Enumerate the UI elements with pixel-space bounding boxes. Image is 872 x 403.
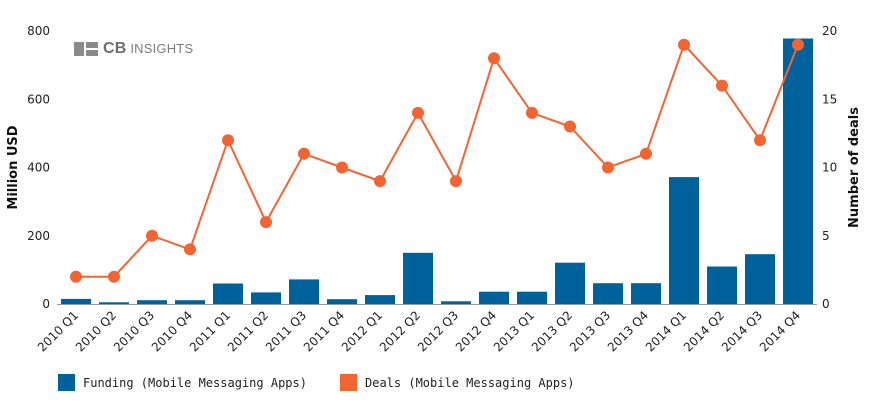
- y-left-tick-label: 600: [27, 92, 50, 106]
- x-tick-label: 2012 Q4: [453, 308, 499, 354]
- funding-bar[interactable]: [327, 299, 357, 304]
- x-tick-label: 2014 Q2: [681, 308, 727, 354]
- logo-text: CB INSIGHTS: [103, 40, 194, 57]
- funding-bar[interactable]: [631, 283, 661, 304]
- x-tick-label: 2010 Q3: [111, 308, 157, 354]
- funding-bar[interactable]: [137, 300, 167, 304]
- funding-bar[interactable]: [441, 301, 471, 304]
- deals-point[interactable]: [640, 147, 652, 160]
- y-left-tick-label: 0: [42, 297, 50, 311]
- funding-bar[interactable]: [365, 295, 395, 304]
- funding-bar[interactable]: [783, 38, 813, 305]
- funding-bar[interactable]: [517, 291, 547, 304]
- funding-bar[interactable]: [745, 254, 775, 304]
- y-right-tick-label: 15: [822, 92, 837, 106]
- y-right-axis-title: Number of deals: [847, 107, 862, 228]
- deals-point[interactable]: [374, 175, 386, 188]
- deals-point[interactable]: [336, 161, 348, 174]
- deals-point[interactable]: [412, 106, 424, 119]
- legend: Funding (Mobile Messaging Apps) Deals (M…: [58, 374, 575, 391]
- deals-point[interactable]: [146, 229, 158, 242]
- x-tick-label: 2011 Q2: [225, 308, 271, 354]
- funding-bar[interactable]: [707, 266, 737, 305]
- legend-swatch-funding: [58, 374, 75, 391]
- deals-point[interactable]: [260, 216, 272, 229]
- x-tick-label: 2013 Q3: [567, 308, 613, 354]
- x-tick-label: 2014 Q4: [757, 308, 803, 354]
- funding-bar[interactable]: [669, 177, 699, 304]
- funding-bar[interactable]: [175, 300, 205, 304]
- funding-bars: [61, 38, 813, 305]
- deals-point[interactable]: [108, 270, 120, 283]
- x-tick-label: 2012 Q3: [415, 308, 461, 354]
- funding-bar[interactable]: [289, 279, 319, 304]
- funding-bar[interactable]: [479, 291, 509, 304]
- funding-bar[interactable]: [61, 298, 91, 304]
- funding-bar[interactable]: [593, 283, 623, 304]
- y-right-tick-label: 20: [822, 24, 837, 38]
- x-tick-label: 2010 Q1: [35, 308, 81, 354]
- x-tick-label: 2013 Q2: [529, 308, 575, 354]
- deals-point[interactable]: [602, 161, 614, 174]
- y-right-tick-label: 5: [822, 229, 830, 243]
- deals-point[interactable]: [488, 52, 500, 65]
- x-tick-label: 2012 Q1: [339, 308, 385, 354]
- deals-point[interactable]: [716, 79, 728, 92]
- x-tick-label: 2011 Q3: [263, 308, 309, 354]
- x-tick-label: 2010 Q4: [149, 308, 195, 354]
- funding-bar[interactable]: [555, 262, 585, 304]
- x-tick-label: 2013 Q4: [605, 308, 651, 354]
- deals-line-series: [70, 38, 804, 283]
- x-tick-label: 2011 Q1: [187, 308, 233, 354]
- deals-point[interactable]: [222, 134, 234, 147]
- deals-point[interactable]: [678, 38, 690, 51]
- y-left-tick-label: 800: [27, 24, 50, 38]
- x-tick-label: 2012 Q2: [377, 308, 423, 354]
- y-right-tick-label: 10: [822, 161, 837, 175]
- x-tick-label: 2014 Q3: [719, 308, 765, 354]
- y-left-tick-label: 400: [27, 161, 50, 175]
- deals-point[interactable]: [792, 38, 804, 51]
- y-left-axis-title: Million USD: [6, 125, 21, 209]
- cb-logo-icon: [74, 42, 98, 56]
- legend-swatch-deals: [340, 374, 357, 391]
- deals-point[interactable]: [754, 134, 766, 147]
- legend-item-deals[interactable]: Deals (Mobile Messaging Apps): [340, 374, 575, 391]
- x-tick-label: 2014 Q1: [643, 308, 689, 354]
- cb-insights-logo: CB INSIGHTS: [74, 40, 193, 58]
- deals-point[interactable]: [564, 120, 576, 133]
- deals-point[interactable]: [298, 147, 310, 160]
- legend-label-deals: Deals (Mobile Messaging Apps): [365, 375, 575, 390]
- y-right-tick-label: 0: [822, 297, 830, 311]
- funding-bar[interactable]: [251, 292, 281, 304]
- funding-bar[interactable]: [403, 252, 433, 304]
- funding-bar[interactable]: [99, 302, 129, 304]
- deals-point[interactable]: [70, 270, 82, 283]
- legend-label-funding: Funding (Mobile Messaging Apps): [83, 375, 307, 390]
- deals-point[interactable]: [526, 106, 538, 119]
- legend-item-funding[interactable]: Funding (Mobile Messaging Apps): [58, 374, 340, 391]
- x-tick-label: 2013 Q1: [491, 308, 537, 354]
- deals-line: [76, 42, 799, 278]
- deals-point[interactable]: [184, 243, 196, 256]
- funding-bar[interactable]: [213, 283, 243, 305]
- x-tick-label: 2011 Q4: [301, 308, 347, 354]
- deals-point[interactable]: [450, 175, 462, 188]
- y-left-tick-label: 200: [27, 229, 50, 243]
- x-tick-label: 2010 Q2: [73, 308, 119, 354]
